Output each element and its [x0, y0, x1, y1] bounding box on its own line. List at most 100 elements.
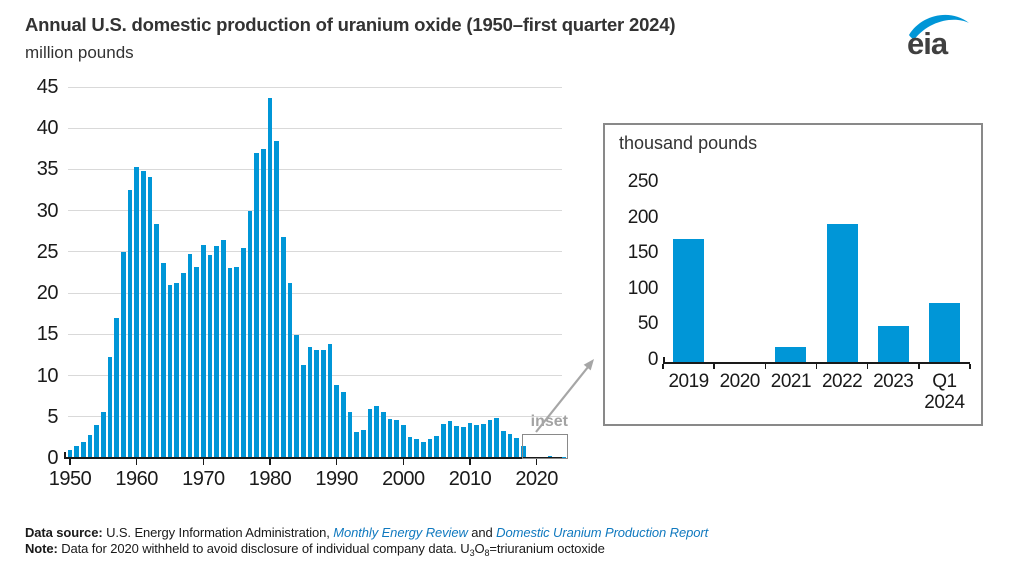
bar-1982 — [281, 237, 286, 458]
data-source-text-0: Data source: — [25, 525, 107, 540]
inset-y-label-50: 50 — [637, 313, 659, 335]
inset-x-label-2020: 2020 — [719, 371, 761, 392]
x-axis-label-1970: 1970 — [182, 468, 225, 490]
bar-2006 — [441, 424, 446, 458]
inset-x-tick-0 — [662, 364, 664, 369]
bar-2001 — [407, 436, 413, 458]
bar-2005 — [434, 435, 439, 458]
bar-1984 — [294, 335, 299, 458]
inset-y-label-0: 0 — [647, 349, 659, 370]
bar-1998 — [387, 419, 393, 458]
bar-1967 — [181, 272, 186, 458]
bar-2012 — [481, 424, 486, 458]
bar-2014 — [494, 417, 499, 458]
inset-x-label-2023: 2023 — [873, 371, 914, 392]
bar-1973 — [221, 240, 226, 458]
chart-units-label: million pounds — [25, 43, 134, 62]
bar-1987 — [314, 349, 319, 458]
x-tick-1990 — [335, 459, 338, 465]
inset-bar-Q1-2024 — [928, 302, 960, 362]
gridline-25 — [68, 251, 562, 253]
inset-y-label-250: 250 — [627, 171, 659, 192]
gridline-40 — [68, 127, 562, 129]
bar-1972 — [214, 246, 219, 458]
bar-1953 — [87, 434, 93, 458]
bar-1961 — [141, 171, 146, 458]
y-axis-label-10: 10 — [36, 364, 59, 387]
x-axis-label-2010: 2010 — [448, 468, 492, 490]
inset-x-label-2021: 2021 — [770, 371, 812, 392]
bar-1976 — [241, 247, 246, 458]
eia-swoosh-icon — [909, 14, 969, 40]
bar-1981 — [274, 140, 279, 458]
bar-1971 — [207, 255, 213, 458]
inset-x-tick-4 — [866, 364, 869, 369]
bar-1957 — [114, 317, 119, 458]
x-tick-1950 — [69, 459, 71, 465]
footnote-text-2: 3 — [469, 548, 475, 558]
bar-1985 — [301, 364, 306, 458]
inset-x-label-Q1-2024: Q1 2024 — [924, 371, 965, 413]
bar-2007 — [447, 420, 453, 458]
x-axis-label-1980: 1980 — [248, 468, 292, 490]
inset-x-tick-3 — [815, 364, 818, 369]
bar-1978 — [254, 152, 259, 458]
bar-2004 — [427, 439, 433, 458]
footnote-text-3: O — [474, 541, 485, 556]
bar-1956 — [107, 357, 113, 458]
data-source-link-4[interactable]: Domestic Uranium Production Report — [496, 525, 709, 540]
bar-1992 — [347, 411, 353, 458]
bar-1986 — [307, 346, 313, 458]
y-axis-label-20: 20 — [36, 282, 59, 305]
footnote-text-0: Note: — [25, 541, 62, 556]
x-axis-label-1950: 1950 — [48, 468, 92, 490]
footnote-text-1: Data for 2020 withheld to avoid disclosu… — [61, 541, 470, 556]
bar-2013 — [487, 420, 493, 458]
inset-x-label-2022: 2022 — [821, 371, 863, 392]
bar-1954 — [94, 425, 99, 458]
y-axis-label-15: 15 — [36, 323, 59, 346]
x-axis-label-1990: 1990 — [315, 468, 358, 490]
footnote-text-5: =triuranium octoxide — [489, 541, 605, 556]
y-axis-label-5: 5 — [47, 405, 58, 428]
bar-1988 — [321, 349, 326, 458]
data-source-link-2[interactable]: Monthly Energy Review — [333, 525, 468, 540]
x-tick-1980 — [269, 459, 271, 465]
y-axis-label-0: 0 — [47, 447, 58, 469]
bar-1990 — [334, 384, 339, 458]
bar-1969 — [194, 266, 199, 458]
x-axis-label-2000: 2000 — [382, 468, 425, 490]
bar-1975 — [234, 266, 239, 458]
bar-2002 — [414, 439, 419, 458]
bar-1951 — [74, 445, 79, 458]
y-axis-label-40: 40 — [36, 117, 59, 140]
bar-1979 — [261, 148, 266, 458]
bar-1959 — [127, 190, 133, 458]
chart-title: Annual U.S. domestic production of urani… — [25, 14, 676, 35]
gridline-45 — [68, 86, 562, 88]
inset-y-label-200: 200 — [627, 206, 659, 228]
inset-bar-2023 — [877, 326, 909, 362]
bar-1983 — [287, 283, 293, 458]
inset-chart-panel: thousand pounds 0 50 100 150 200 250 2019 2020 2… — [603, 123, 983, 426]
gridline-15 — [68, 333, 562, 335]
bar-1997 — [381, 411, 386, 458]
bar-1950 — [67, 449, 73, 458]
inset-x-label-2019: 2019 — [668, 371, 709, 392]
inset-bar-2022 — [826, 223, 858, 362]
bar-1964 — [161, 262, 166, 458]
gridline-20 — [68, 292, 562, 294]
axis-origin-stub — [64, 452, 66, 458]
x-axis-label-1960: 1960 — [115, 468, 158, 490]
bar-1960 — [134, 166, 139, 458]
bar-1974 — [227, 267, 233, 458]
inset-source-box — [522, 434, 568, 459]
bar-1968 — [187, 254, 193, 458]
bar-1962 — [147, 176, 153, 458]
inset-y-label-100: 100 — [627, 277, 659, 299]
bar-2017 — [514, 438, 519, 458]
inset-x-tick-6 — [969, 364, 971, 369]
inset-origin-stub — [663, 357, 665, 362]
inset-x-tick-1 — [713, 364, 715, 369]
